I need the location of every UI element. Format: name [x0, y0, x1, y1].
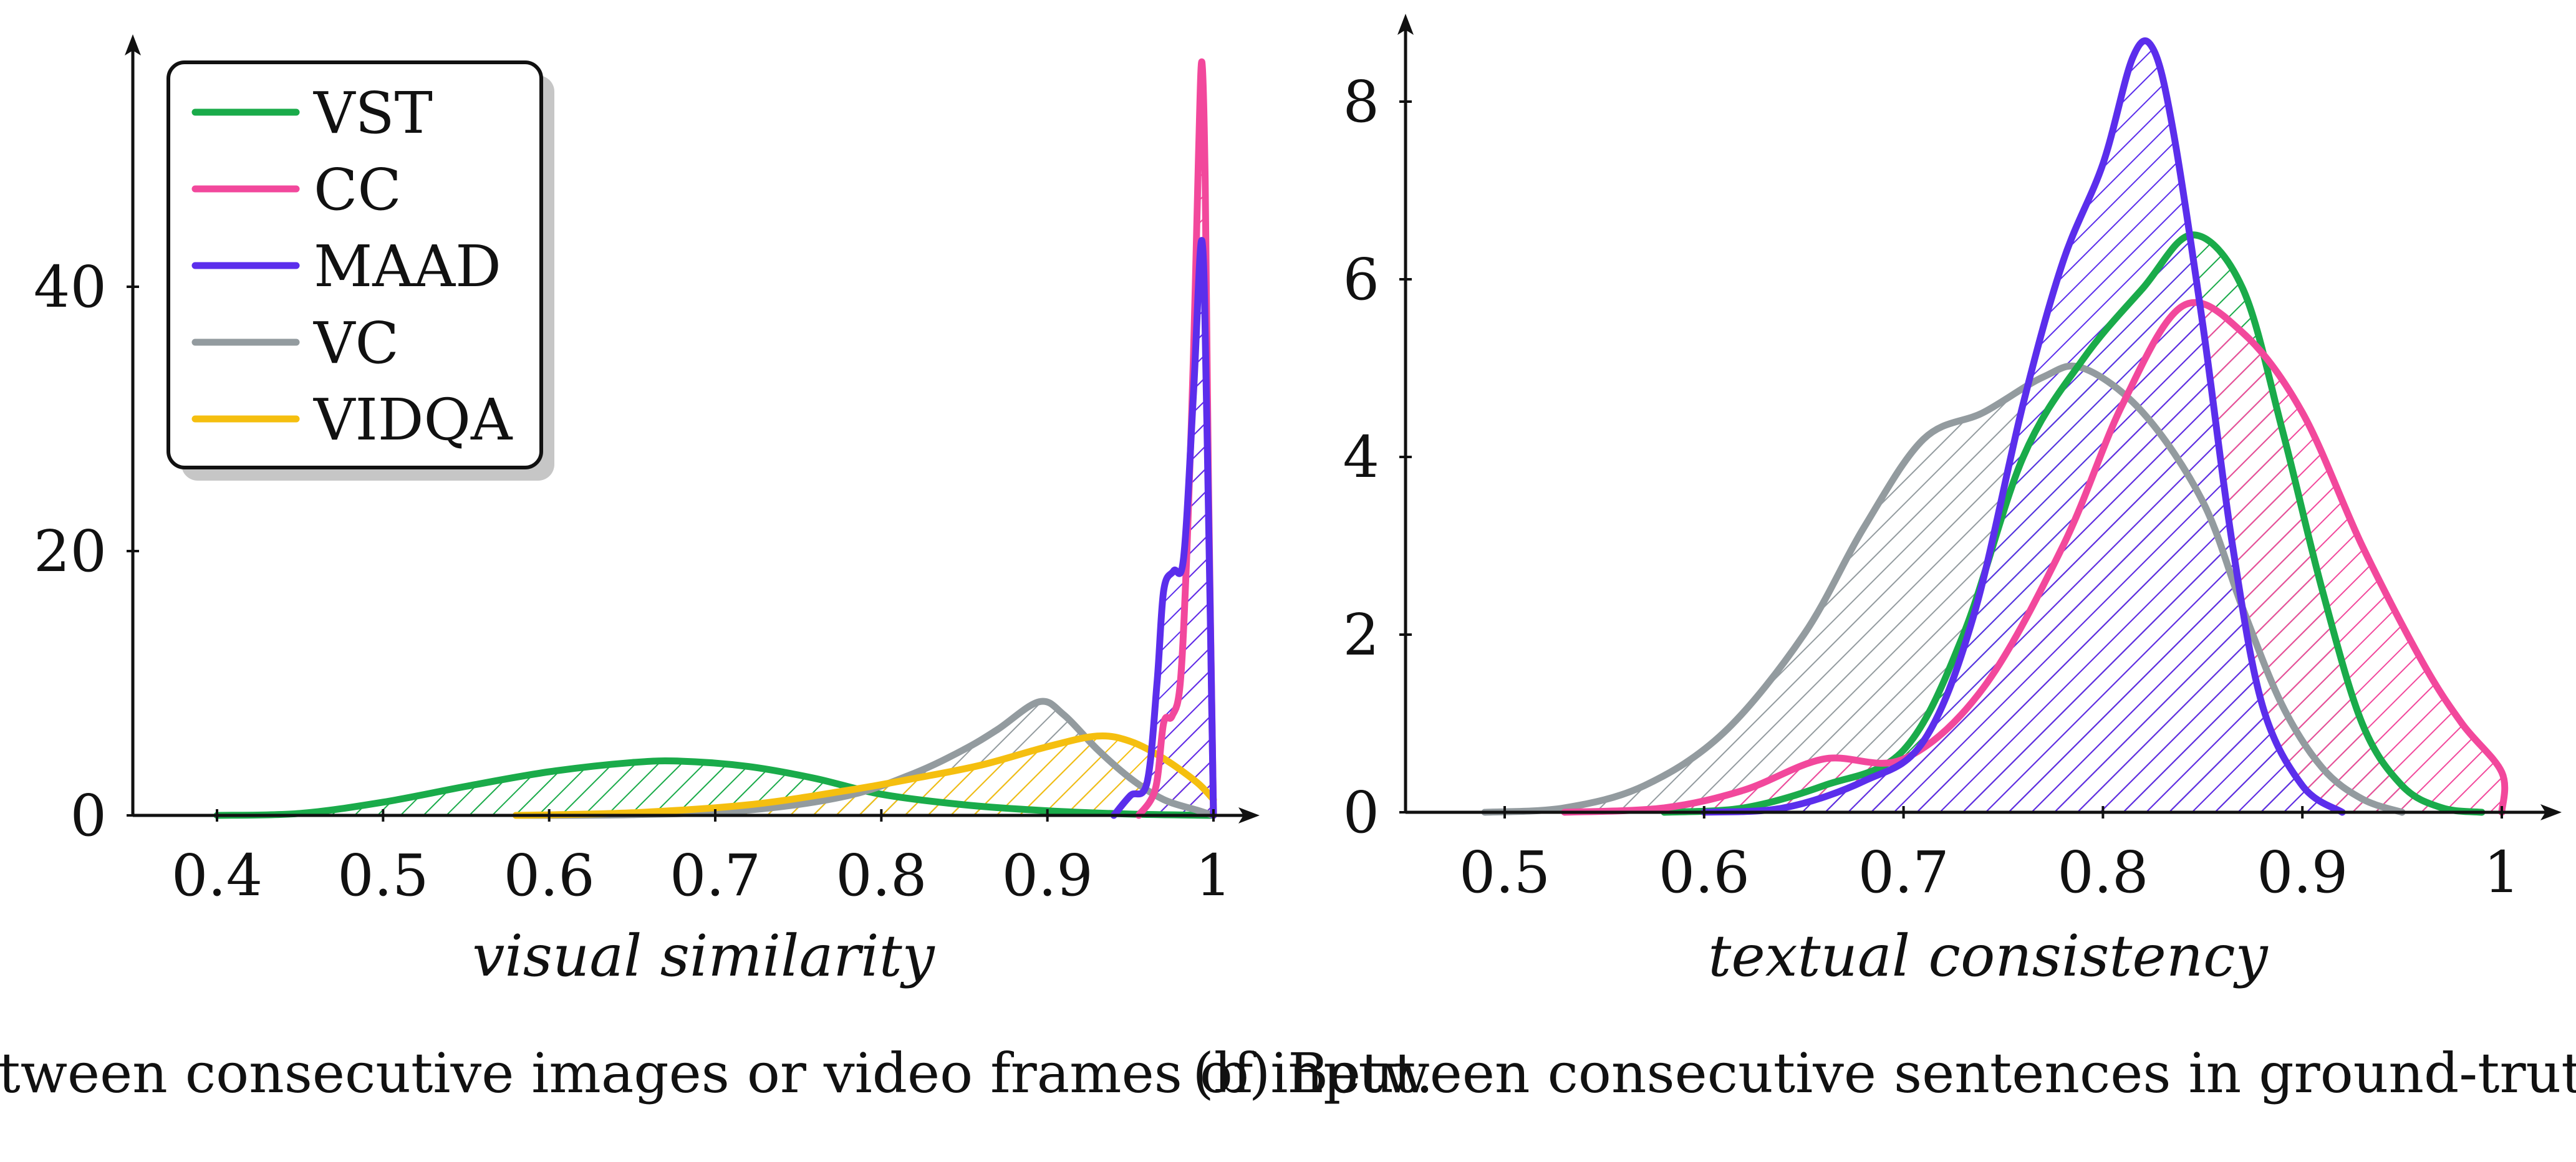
- legend-label-cc: CC: [314, 156, 402, 223]
- chart-a-x-tick-label: 0.6: [504, 842, 595, 909]
- chart-a-area-vidqa: [516, 736, 1213, 815]
- chart-a-line-vst: [213, 757, 1217, 819]
- chart-b-x-tick-label: 0.8: [2057, 839, 2148, 906]
- chart-b-caption: (b) Between consecutive sentences in gro…: [1192, 1041, 2576, 1105]
- chart-b-x-tick-label: 0.5: [1459, 839, 1550, 906]
- chart-a-x-tick-label: 0.4: [171, 842, 263, 909]
- chart-b-area-maad: [1704, 41, 2343, 812]
- chart-b-axes: [1397, 14, 2562, 820]
- legend: VST CC MAAD VC VIDQA: [166, 60, 554, 481]
- chart-b-x-axis-label: textual consistency: [1708, 923, 2268, 989]
- chart-b-x-arrow: [2540, 804, 2562, 820]
- legend-label-vst: VST: [313, 80, 433, 146]
- chart-a-y-tick-label: 20: [34, 518, 107, 585]
- legend-box: [166, 60, 543, 469]
- chart-b-x-tick-label: 0.6: [1659, 839, 1750, 906]
- chart-b-y-tick-label: 6: [1343, 246, 1379, 313]
- legend-label-vidqa: VIDQA: [313, 387, 513, 453]
- chart-b-curves: [1481, 37, 2509, 816]
- chart-b-line-cc: [1561, 299, 2509, 816]
- chart-b-x-tick-label: 0.7: [1858, 839, 1949, 906]
- chart-a-x-tick-label: 0.9: [1002, 842, 1093, 909]
- legend-label-vc: VC: [313, 310, 399, 377]
- chart-a-area-vst: [217, 761, 1213, 815]
- legend-label-maad: MAAD: [314, 233, 501, 300]
- chart-b-y-tick-label: 4: [1343, 424, 1379, 491]
- chart-a-y-arrow: [125, 34, 141, 55]
- chart-b-y-arrow: [1397, 14, 1414, 35]
- chart-b-ticks: 0.5 0.6 0.7 0.8 0.9 1 0 2 4 6 8: [1343, 69, 2520, 906]
- chart-a-y-tick-label: 40: [34, 254, 107, 320]
- chart-a-x-tick-label: 0.8: [836, 842, 927, 909]
- chart-a-area-maad: [1114, 240, 1213, 815]
- chart-b-x-tick-label: 0.9: [2257, 839, 2348, 906]
- chart-a-axes: [125, 34, 1260, 823]
- chart-b-x-tick-label: 1: [2484, 839, 2521, 906]
- chart-b-line-vc: [1481, 362, 2406, 816]
- chart-a-y-tick-label: 0: [70, 782, 107, 849]
- chart-a-x-tick-label: 1: [1195, 842, 1232, 909]
- legend-entries: VST CC MAAD VC VIDQA: [191, 80, 513, 453]
- chart-panel-b: 0.5 0.6 0.7 0.8 0.9 1 0 2 4 6 8 textual consistenc…: [1192, 14, 2576, 1105]
- chart-b-line-vst: [1661, 231, 2486, 816]
- chart-a-x-axis-label: visual similarity: [472, 923, 935, 989]
- chart-a-x-arrow: [1238, 807, 1260, 823]
- chart-a-caption: (a) Between consecutive images or video …: [0, 1041, 1434, 1105]
- chart-b-y-tick-label: 8: [1343, 69, 1379, 135]
- chart-a-x-tick-label: 0.7: [670, 842, 761, 909]
- chart-a-ticks: 0.4 0.5 0.6 0.7 0.8 0.9 1 0 20 40: [34, 254, 1232, 909]
- chart-a-line-maad: [1110, 237, 1217, 819]
- chart-b-y-tick-label: 0: [1343, 779, 1379, 846]
- chart-a-areas: [217, 62, 1213, 816]
- chart-b-line-maad: [1700, 37, 2346, 816]
- chart-a-curves: [213, 58, 1217, 819]
- chart-b-y-tick-label: 2: [1343, 602, 1379, 668]
- chart-a-x-tick-label: 0.5: [337, 842, 428, 909]
